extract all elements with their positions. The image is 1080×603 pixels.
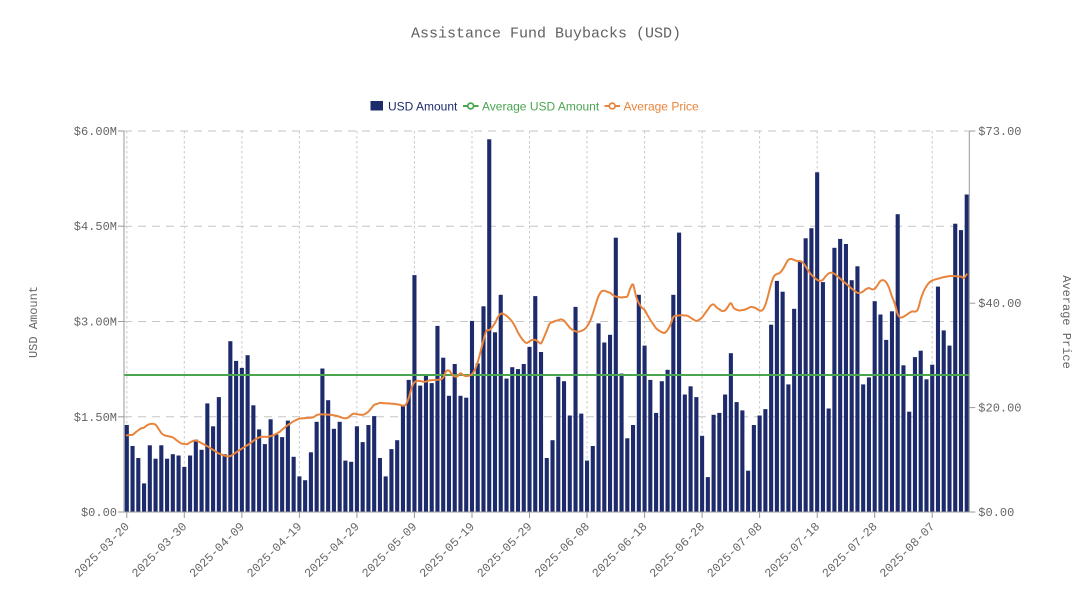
svg-text:Average USD Amount: Average USD Amount	[482, 100, 600, 114]
svg-text:Average Price: Average Price	[624, 100, 699, 114]
svg-text:Assistance Fund Buybacks (USD): Assistance Fund Buybacks (USD)	[411, 26, 681, 43]
svg-text:$3.00M: $3.00M	[74, 316, 117, 330]
svg-text:$0.00: $0.00	[81, 506, 117, 520]
svg-text:$20.00: $20.00	[978, 402, 1021, 416]
svg-text:$40.00: $40.00	[978, 297, 1021, 311]
svg-text:$1.50M: $1.50M	[74, 411, 117, 425]
svg-text:Average Price: Average Price	[1059, 275, 1073, 369]
svg-text:$73.00: $73.00	[978, 125, 1021, 139]
svg-text:USD Amount: USD Amount	[27, 286, 41, 358]
svg-text:USD Amount: USD Amount	[388, 100, 458, 114]
svg-text:$6.00M: $6.00M	[74, 125, 117, 139]
svg-text:$4.50M: $4.50M	[74, 220, 117, 234]
svg-text:$0.00: $0.00	[978, 506, 1014, 520]
